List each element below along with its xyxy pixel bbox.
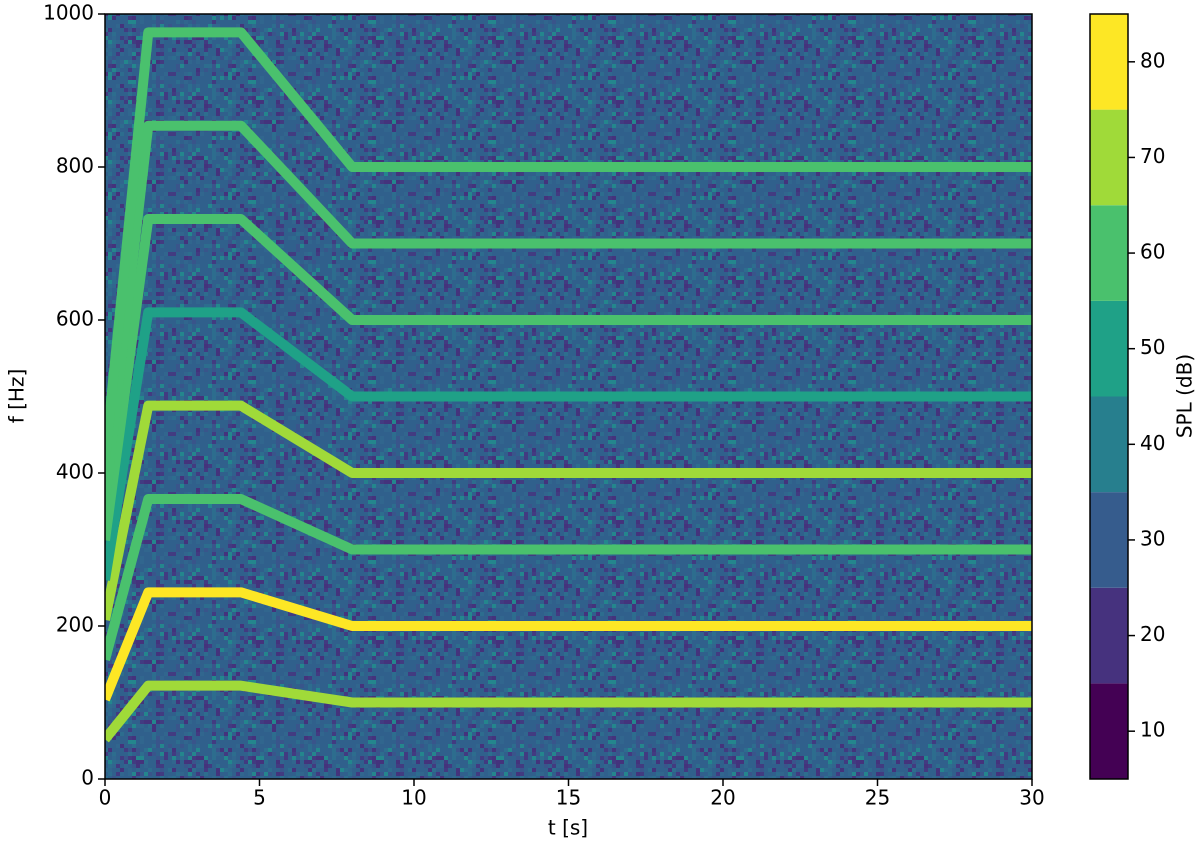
harmonic-track [105, 680, 1032, 743]
colorbar-segment [1090, 683, 1128, 779]
colorbar-frame [1089, 13, 1129, 780]
x-tick-label: 30 [1019, 786, 1044, 810]
colorbar-segment [1090, 300, 1128, 397]
y-tick-label: 200 [56, 613, 94, 637]
colorbar-label: SPL (dB) [1173, 354, 1197, 438]
harmonic-track [105, 400, 1032, 621]
colorbar-tick-label: 10 [1140, 718, 1165, 742]
y-tick-label: 600 [56, 307, 94, 331]
colorbar-tick-label: 40 [1140, 431, 1165, 455]
colorbar-tick-label: 60 [1140, 240, 1165, 264]
harmonic-track [105, 27, 1032, 462]
x-tick-label: 25 [865, 786, 890, 810]
colorbar-tick-label: 80 [1140, 48, 1165, 72]
colorbar-segment [1090, 205, 1128, 301]
harmonic-track [105, 587, 1032, 702]
y-tick-label: 800 [56, 154, 94, 178]
colorbar-segment [1090, 587, 1128, 684]
colorbar-segment [1090, 109, 1128, 206]
y-tick-label: 0 [81, 766, 94, 790]
colorbar-tick-label: 50 [1140, 335, 1165, 359]
y-tick-label: 1000 [43, 1, 94, 25]
colorbar-tick-label: 20 [1140, 622, 1165, 646]
colorbar-tick-label: 70 [1140, 144, 1165, 168]
x-axis-label: t [s] [548, 816, 588, 840]
x-tick-label: 0 [99, 786, 112, 810]
harmonic-track [105, 120, 1032, 502]
x-tick-label: 5 [253, 786, 266, 810]
y-axis-label: f [Hz] [5, 369, 29, 424]
colorbar-tick-label: 30 [1140, 526, 1165, 550]
x-tick-label: 20 [710, 786, 735, 810]
harmonic-track [105, 307, 1032, 581]
colorbar-segment [1090, 396, 1128, 493]
harmonic-track [105, 494, 1032, 661]
harmonic-track [105, 214, 1032, 541]
colorbar-segment [1090, 492, 1128, 588]
y-tick-label: 400 [56, 460, 94, 484]
x-tick-label: 10 [401, 786, 426, 810]
x-tick-label: 15 [556, 786, 581, 810]
colorbar-segment [1090, 14, 1128, 110]
